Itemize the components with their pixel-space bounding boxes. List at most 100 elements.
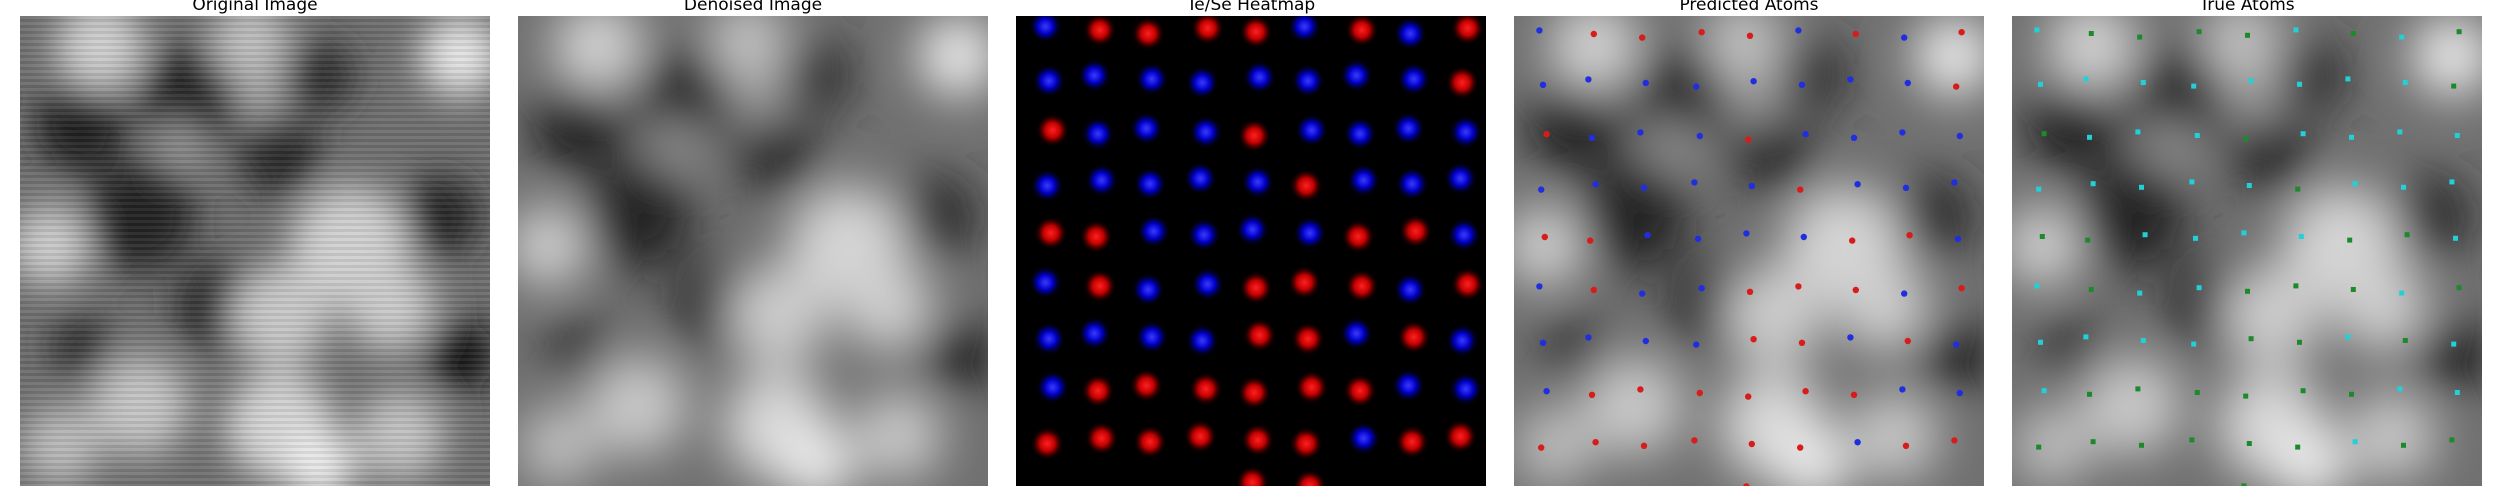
predicted-te-atom	[1696, 389, 1703, 397]
te-heat-blob	[1131, 16, 1166, 51]
se-heat-blob	[1445, 323, 1480, 358]
te-heat-blob	[1294, 370, 1329, 405]
true-atom-type-b	[2451, 83, 2457, 89]
true-atom-type-b	[2087, 391, 2092, 397]
te-heat-blob	[1081, 373, 1115, 408]
true-atom-type-a	[2142, 232, 2148, 238]
se-heat-blob	[1134, 320, 1169, 354]
se-heat-blob	[1030, 168, 1065, 203]
true-atom-type-a	[2454, 133, 2460, 138]
true-atom-type-a	[2399, 34, 2405, 40]
true-atom-type-a	[2038, 339, 2043, 345]
true-atom-type-a	[2248, 78, 2254, 84]
true-atom-type-b	[2402, 338, 2408, 343]
se-heat-blob	[1339, 316, 1374, 351]
se-heat-blob	[1032, 63, 1066, 98]
true-atom-type-a	[2352, 439, 2358, 445]
original-image	[20, 16, 490, 486]
true-atom-type-b	[2245, 288, 2250, 294]
predicted-te-atom	[1590, 286, 1597, 294]
true-atom-type-a	[2041, 388, 2047, 394]
predicted-te-atom	[1958, 29, 1965, 36]
te-heat-blob	[1343, 373, 1377, 408]
predicted-se-atom	[1802, 131, 1809, 138]
te-heat-blob	[1237, 118, 1272, 153]
predicted-te-atom	[1797, 186, 1804, 193]
se-heat-blob	[1185, 323, 1220, 358]
true-atom-type-a	[2401, 184, 2406, 190]
te-heat-blob	[1079, 219, 1114, 254]
predicted-atoms-panel	[1514, 16, 1984, 486]
predicted-atoms-image	[1514, 16, 1984, 486]
se-heat-blob	[1136, 214, 1171, 249]
predicted-se-atom	[1899, 129, 1906, 136]
true-atom-type-a	[2241, 230, 2247, 236]
se-heat-blob	[1242, 60, 1277, 95]
predicted-te-atom	[1798, 339, 1806, 346]
se-heat-blob	[1448, 372, 1483, 406]
te-heat-blob	[1030, 426, 1065, 461]
true-atom-type-b	[2189, 437, 2195, 443]
predicted-se-atom	[1743, 230, 1750, 237]
se-heat-blob	[1077, 58, 1112, 93]
predicted-se-atom	[1539, 339, 1547, 346]
predicted-te-atom	[1958, 285, 1965, 292]
true-atom-type-a	[2345, 334, 2351, 340]
predicted-se-atom	[1644, 232, 1651, 239]
se-heat-blob	[1393, 16, 1428, 51]
heatmap-panel	[1016, 16, 1486, 486]
se-heat-blob	[1028, 265, 1063, 300]
true-atom-type-a	[2036, 186, 2042, 192]
predicted-te-atom	[1951, 437, 1958, 444]
se-heat-blob	[1339, 58, 1374, 93]
true-atom-type-b	[2241, 483, 2247, 486]
se-heat-blob	[1396, 62, 1431, 96]
true-atom-type-b	[2293, 283, 2299, 289]
true-atom-type-a	[2397, 129, 2403, 135]
te-heat-blob	[1344, 16, 1379, 47]
se-heat-blob	[1448, 115, 1483, 149]
se-heat-blob	[1183, 161, 1218, 196]
true-atom-type-b	[2295, 186, 2301, 192]
title-denoised-image: Denoised Image	[683, 0, 823, 15]
true-atom-type-a	[2300, 131, 2306, 137]
true-atom-type-b	[2297, 339, 2302, 345]
predicted-se-atom	[1953, 341, 1960, 348]
true-atom-type-b	[2350, 287, 2356, 292]
se-heat-blob	[1391, 111, 1426, 146]
true-atom-type-a	[2194, 133, 2200, 138]
predicted-te-atom	[1691, 437, 1698, 444]
predicted-te-atom	[1852, 30, 1859, 38]
true-atom-type-b	[2036, 444, 2042, 450]
true-atom-type-a	[2402, 80, 2408, 85]
true-atom-type-b	[2245, 32, 2250, 38]
se-heat-blob	[1443, 161, 1478, 196]
predicted-te-atom	[1852, 286, 1859, 294]
true-atom-type-a	[2293, 27, 2299, 33]
true-atom-type-b	[2139, 442, 2144, 448]
te-heat-blob	[1133, 424, 1167, 459]
true-atom-type-a	[2191, 341, 2197, 347]
se-heat-blob	[1187, 217, 1221, 252]
true-atom-type-b	[2039, 234, 2045, 239]
predicted-se-atom	[1696, 132, 1703, 140]
te-heat-blob	[1289, 168, 1324, 203]
te-se-heatmap	[1016, 16, 1486, 486]
predicted-te-atom	[1745, 136, 1752, 143]
predicted-se-atom	[1902, 184, 1910, 191]
te-heat-blob	[1443, 419, 1478, 454]
se-heat-blob	[1294, 113, 1329, 148]
predicted-te-atom	[1906, 232, 1913, 239]
se-heat-blob	[1129, 111, 1164, 146]
predicted-te-atom	[1850, 391, 1858, 398]
te-heat-blob	[1292, 469, 1327, 486]
true-atom-type-a	[2135, 129, 2141, 135]
true-atom-type-a	[2399, 290, 2405, 296]
se-heat-blob	[1077, 316, 1112, 351]
se-heat-blob	[1188, 115, 1223, 149]
te-heat-blob	[1183, 419, 1218, 454]
te-heat-blob	[1341, 219, 1376, 254]
predicted-te-atom	[1902, 442, 1910, 449]
title-true-atoms: True Atoms	[2199, 0, 2295, 15]
true-atom-type-a	[2352, 181, 2358, 187]
